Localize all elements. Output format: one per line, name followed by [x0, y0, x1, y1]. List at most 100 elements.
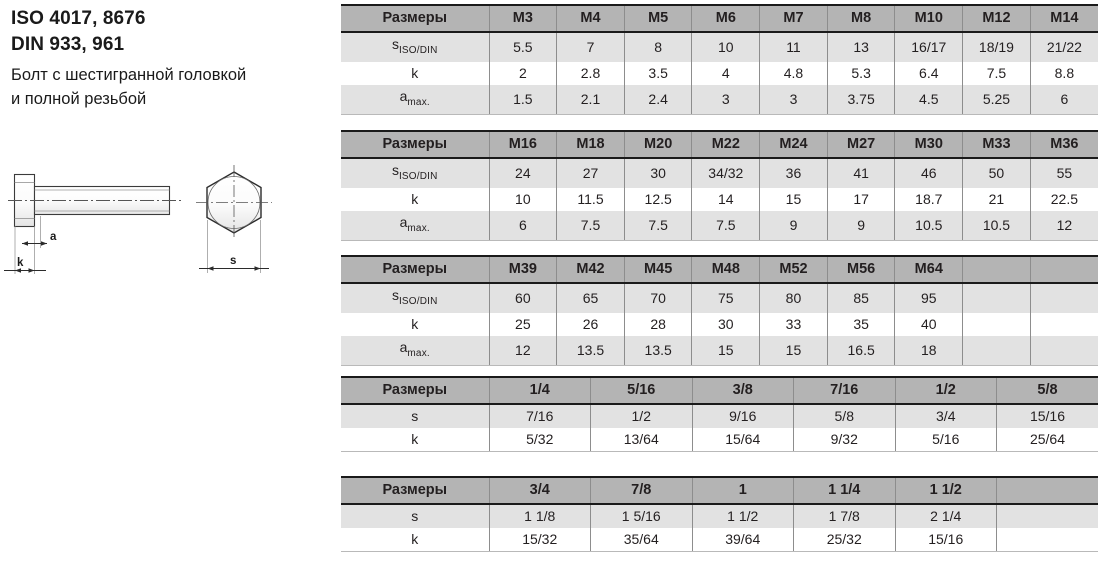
column-header-label: Размеры [341, 255, 490, 284]
table-row: amax. 12 13.5 13.5 15 15 16.5 18 [341, 335, 1098, 366]
column-header-label: Размеры [341, 130, 490, 159]
column-header-M7: M7 [759, 4, 828, 33]
cell-value: 7.5 [962, 61, 1031, 85]
cell-value: 8.8 [1029, 61, 1098, 85]
cell-value: 11 [759, 32, 828, 62]
column-header-M8: M8 [826, 4, 895, 33]
cell-value: 7.5 [623, 210, 692, 241]
cell-value: 15/16 [996, 404, 1098, 428]
cell-value: 6.4 [894, 61, 963, 85]
cell-value: 27 [556, 158, 625, 188]
column-header-M16: M16 [488, 130, 557, 159]
spec-table-4: Размеры 1/4 5/16 3/8 7/16 1/2 5/8 s 7/16 1/2 9/16 5… [341, 376, 1098, 452]
cell-value: 2.1 [556, 84, 625, 115]
cell-value: 2 1/4 [894, 504, 997, 528]
spec-table-3: Размеры M39 M42 M45 M48 M52 M56 M64 sISO/DIN 60 65… [341, 255, 1098, 366]
cell-value: 33 [759, 312, 828, 336]
dimension-s: s [199, 220, 269, 273]
product-description-line-2: и полной резьбой [11, 90, 147, 108]
column-header-M14: M14 [1029, 4, 1098, 33]
cell-value: 3 [759, 84, 828, 115]
cell-value: 9/32 [793, 428, 895, 452]
column-header-M24: M24 [759, 130, 828, 159]
column-header-M30: M30 [894, 130, 963, 159]
column-header-M42: M42 [556, 255, 625, 284]
cell-value: 55 [1029, 158, 1098, 188]
cell-value: 8 [623, 32, 692, 62]
spec-table-5: Размеры 3/4 7/8 1 1 1/4 1 1/2 s 1 1/8 1 5/16 1 1/… [341, 476, 1098, 552]
column-header-M18: M18 [556, 130, 625, 159]
cell-value: 11.5 [556, 187, 625, 211]
table-row: k 25 26 28 30 33 35 40 [341, 312, 1098, 336]
column-header-3-4: 3/4 [488, 476, 591, 505]
table-row: sISO/DIN 60 65 70 75 80 85 95 [341, 283, 1098, 313]
cell-value: 18/19 [962, 32, 1031, 62]
cell-value: 50 [962, 158, 1031, 188]
spec-table-2: Размеры M16 M18 M20 M22 M24 M27 M30 M33 M36 sISO/D… [341, 130, 1098, 241]
column-header-M33: M33 [962, 130, 1031, 159]
cell-value: 36 [759, 158, 828, 188]
column-header-M12: M12 [962, 4, 1031, 33]
cell-value: 60 [488, 283, 557, 313]
cell-value: 5/8 [793, 404, 895, 428]
cell-value: 80 [759, 283, 828, 313]
dimension-lines-side-view [14, 216, 41, 274]
cell-value: 5.25 [962, 84, 1031, 115]
cell-empty [962, 335, 1031, 366]
cell-value: 95 [894, 283, 963, 313]
row-label-s: s [341, 404, 489, 428]
column-header-M36: M36 [1029, 130, 1098, 159]
dimension-a: a [22, 231, 57, 246]
column-header-M20: M20 [623, 130, 692, 159]
column-header-M22: M22 [691, 130, 760, 159]
cell-value: 2.4 [623, 84, 692, 115]
cell-value: 35/64 [590, 528, 692, 552]
cell-value: 14 [691, 187, 760, 211]
dimension-label-s: s [230, 255, 236, 267]
cell-value: 12 [488, 335, 557, 366]
cell-value: 3.75 [826, 84, 895, 115]
column-header-M45: M45 [623, 255, 692, 284]
column-header-label: Размеры [341, 4, 490, 33]
column-header-7-16: 7/16 [793, 376, 895, 405]
cell-value: 26 [556, 312, 625, 336]
column-header-label: Размеры [341, 476, 489, 505]
info-panel: ISO 4017, 8676 DIN 933, 961 Болт с шести… [0, 0, 338, 566]
cell-value: 6 [488, 210, 557, 241]
row-label-k: k [341, 528, 489, 552]
cell-empty [962, 283, 1031, 313]
column-header-M48: M48 [691, 255, 760, 284]
cell-value: 10.5 [894, 210, 963, 241]
column-header-1-2: 1/2 [894, 376, 997, 405]
row-label-k: k [341, 312, 490, 336]
row-label-a: amax. [341, 84, 490, 115]
column-header-M10: M10 [894, 4, 963, 33]
row-label-k: k [341, 61, 490, 85]
cell-value: 15/64 [691, 428, 794, 452]
cell-value: 18 [894, 335, 963, 366]
column-header-M4: M4 [556, 4, 625, 33]
cell-value: 41 [826, 158, 895, 188]
cell-empty [996, 528, 1098, 552]
table-row: amax. 1.5 2.1 2.4 3 3 3.75 4.5 5.25 6 [341, 84, 1098, 115]
cell-value: 5.3 [826, 61, 895, 85]
cell-value: 24 [488, 158, 557, 188]
cell-value: 10 [691, 32, 760, 62]
cell-value: 15/16 [894, 528, 997, 552]
row-label-s: s [341, 504, 489, 528]
standard-line-din: DIN 933, 961 [11, 34, 125, 55]
cell-value: 7.5 [556, 210, 625, 241]
cell-value: 1 1/2 [691, 504, 794, 528]
table-row: sISO/DIN 24 27 30 34/32 36 41 46 50 55 [341, 158, 1098, 188]
column-header-1-1-4: 1 1/4 [793, 476, 895, 505]
cell-value: 1.5 [488, 84, 557, 115]
column-header-M5: M5 [623, 4, 692, 33]
column-header-5-8: 5/8 [996, 376, 1098, 405]
cell-value: 7 [556, 32, 625, 62]
row-label-a: amax. [341, 335, 490, 366]
table-row: k 2 2.8 3.5 4 4.8 5.3 6.4 7.5 8.8 [341, 61, 1098, 85]
cell-value: 12.5 [623, 187, 692, 211]
cell-value: 5/32 [488, 428, 591, 452]
cell-value: 13 [826, 32, 895, 62]
